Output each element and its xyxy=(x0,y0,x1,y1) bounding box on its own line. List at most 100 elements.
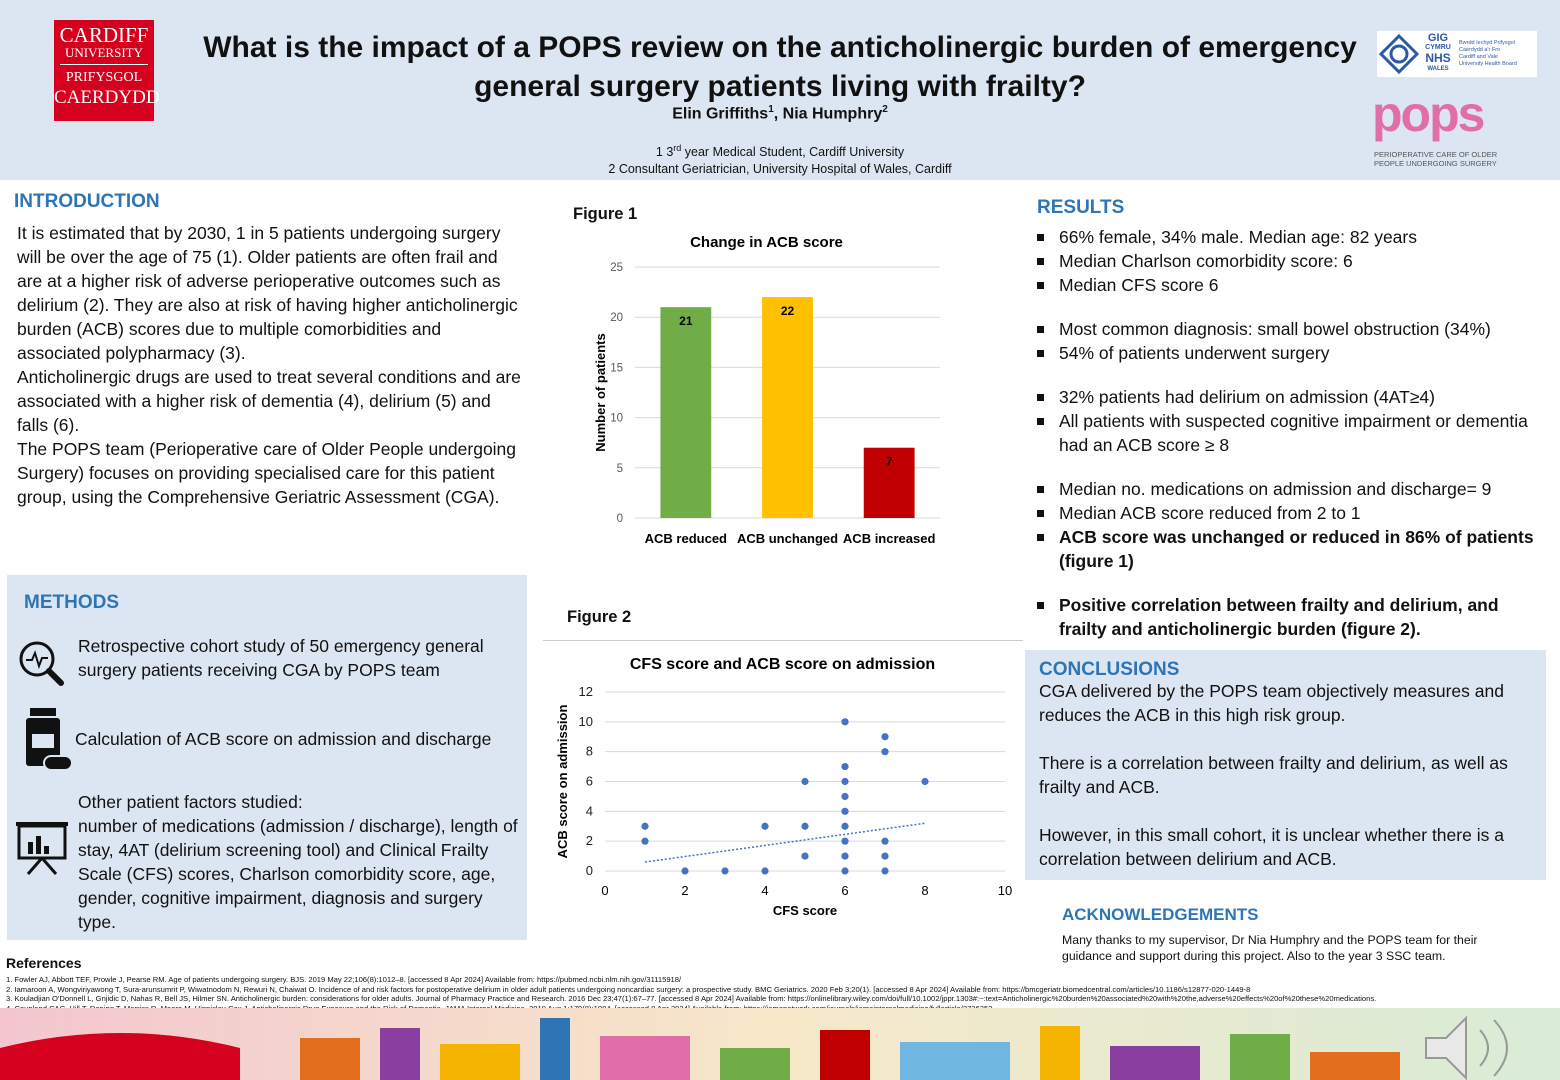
scatter-point xyxy=(721,867,729,875)
paragraph: There is a correlation between frailty a… xyxy=(1039,753,1508,797)
logo-text: Cardiff and Vale xyxy=(1459,54,1498,60)
bar xyxy=(660,307,712,518)
result-item: ACB score was unchanged or reduced in 86… xyxy=(1035,525,1540,573)
section-heading: ACKNOWLEDGEMENTS xyxy=(1062,905,1259,924)
acknowledgements-text: Many thanks to my supervisor, Dr Nia Hum… xyxy=(1062,933,1478,963)
bullet-group: 66% female, 34% male. Median age: 82 yea… xyxy=(1035,225,1540,297)
author-sup: 2 xyxy=(882,104,888,115)
methods-box xyxy=(7,575,527,940)
scatter-point xyxy=(841,792,849,801)
data-label: 22 xyxy=(781,304,795,318)
bar xyxy=(762,297,813,518)
paragraph: It is estimated that by 2030, 1 in 5 pat… xyxy=(17,223,518,363)
result-item: Median Charlson comorbidity score: 6 xyxy=(1035,249,1540,273)
figure-label: Figure 1 xyxy=(573,205,638,223)
logo-text: Bwrdd Iechyd Prifysgol xyxy=(1459,40,1515,46)
health-board: Bwrdd Iechyd Prifysgol Caerdydd a'r Fro Ca… xyxy=(1459,40,1517,68)
header-band xyxy=(0,0,1560,180)
scatter-point xyxy=(881,852,889,860)
nhs-emblem xyxy=(1378,33,1420,75)
scatter-point xyxy=(881,867,889,875)
paragraph: However, in this small cohort, it is unc… xyxy=(1039,825,1504,869)
bar xyxy=(863,447,915,518)
scatter-point xyxy=(841,837,849,845)
x-axis-label: CFS score xyxy=(773,903,837,918)
bullet-group: Positive correlation between frailty and… xyxy=(1035,593,1540,641)
scatter-point xyxy=(881,733,889,741)
y-tick-label: 10 xyxy=(610,413,623,425)
scatter-point xyxy=(801,822,809,830)
x-tick-label: 2 xyxy=(681,883,688,898)
scatter-point xyxy=(841,762,849,771)
y-tick-label: 20 xyxy=(610,312,623,324)
result-item: Median ACB score reduced from 2 to 1 xyxy=(1035,501,1540,525)
method-item: Retrospective cohort study of 50 emergen… xyxy=(78,636,484,680)
conclusions-text: CGA delivered by the POPS team objective… xyxy=(1039,679,1539,871)
conclusions-box xyxy=(1025,650,1546,880)
author-name: Nia Humphry xyxy=(782,105,883,123)
magnifier-icon xyxy=(19,641,64,686)
x-tick-label: 10 xyxy=(998,883,1012,898)
logo-text: PERIOPERATIVE CARE OF OLDER xyxy=(1374,150,1498,159)
scatter-chart: CFS score and ACB score on admission 0 2 4 6… xyxy=(555,656,1012,918)
y-tick-label: 2 xyxy=(586,833,593,848)
scatter-point xyxy=(801,777,809,786)
scatter-point xyxy=(881,837,889,845)
bullet-group: Most common diagnosis: small bowel obstr… xyxy=(1035,317,1540,365)
affiliation-text: Consultant Geriatrician, University Hosp… xyxy=(618,162,952,177)
data-label: 7 xyxy=(886,455,893,469)
y-tick-label: 0 xyxy=(617,513,623,525)
result-item: Median CFS score 6 xyxy=(1035,273,1540,297)
skyline-decoration xyxy=(0,1008,1560,1080)
data-label: 21 xyxy=(679,314,693,328)
logo-text: PEOPLE UNDERGOING SURGERY xyxy=(1374,159,1497,168)
y-tick-label: 15 xyxy=(610,362,623,374)
scatter-point xyxy=(641,837,649,845)
scatter-point xyxy=(841,807,849,815)
y-axis-label: ACB score on admission xyxy=(555,705,570,859)
bar-chart: Change in ACB score 0 5 10 15 20 25 Number of p… xyxy=(593,234,940,546)
y-tick-label: 12 xyxy=(579,684,593,699)
pops-caption: PERIOPERATIVE CARE OF OLDER PEOPLE UNDERG… xyxy=(1374,150,1497,168)
x-tick-label: ACB increased xyxy=(843,531,936,546)
scatter-point xyxy=(681,867,689,875)
y-tick-label: 5 xyxy=(617,463,623,475)
scatter-point xyxy=(801,852,809,860)
x-tick-label: 6 xyxy=(841,883,848,898)
x-tick-label: 8 xyxy=(921,883,928,898)
ordinal: 3 xyxy=(666,145,674,160)
result-item: 32% patients had delirium on admission (… xyxy=(1035,385,1540,409)
section-heading: RESULTS xyxy=(1037,197,1125,218)
logo-text: University Health Board xyxy=(1459,61,1517,67)
scatter-point xyxy=(841,777,849,786)
result-item: Positive correlation between frailty and… xyxy=(1035,593,1540,641)
x-tick-label: 4 xyxy=(761,883,768,898)
method-item: Calculation of ACB score on admission an… xyxy=(75,729,492,749)
ordinal-suffix: rd xyxy=(673,143,682,153)
paragraph: Anticholinergic drugs are used to treat … xyxy=(17,367,521,435)
scatter-point xyxy=(841,867,849,875)
affiliation: 1 3rd year Medical Student, Cardiff Univ… xyxy=(500,140,1060,161)
result-item: 54% of patients underwent surgery xyxy=(1035,341,1540,365)
introduction-text: It is estimated that by 2030, 1 in 5 pat… xyxy=(17,221,522,509)
poster-title: What is the impact of a POPS review on t… xyxy=(203,31,1357,103)
scatter-point xyxy=(881,748,889,756)
logo-text: UNIVERSITY xyxy=(60,46,148,65)
y-tick-label: 4 xyxy=(586,803,593,818)
logo-text: CYMRU xyxy=(1425,44,1451,51)
logo-text: NHS xyxy=(1425,51,1451,65)
logo-text: CARDIFF xyxy=(59,23,149,47)
medicine-icon xyxy=(26,708,73,771)
presentation-icon xyxy=(16,822,68,875)
cardiff-logo: CARDIFF UNIVERSITY PRIFYSGOL CAERDYDD xyxy=(54,20,160,121)
bullet-group: 32% patients had delirium on admission (… xyxy=(1035,385,1540,457)
scatter-point xyxy=(841,852,849,860)
y-tick-label: 10 xyxy=(579,714,593,729)
section-heading: METHODS xyxy=(24,592,119,613)
figure-label: Figure 2 xyxy=(567,608,632,626)
result-item: Most common diagnosis: small bowel obstr… xyxy=(1035,317,1540,341)
y-tick-label: 6 xyxy=(586,774,593,789)
logo-text: WALES xyxy=(1427,66,1449,72)
affiliation-number: 1 xyxy=(655,145,663,160)
